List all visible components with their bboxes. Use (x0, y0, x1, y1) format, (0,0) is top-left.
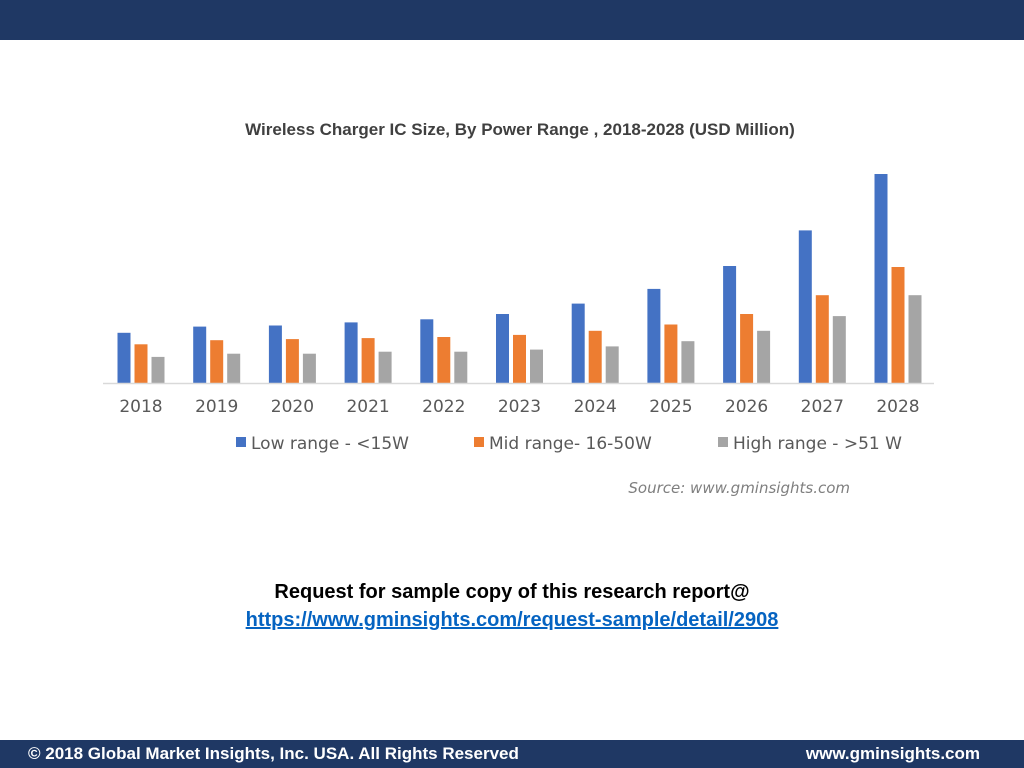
chart-area: Wireless Charger IC Size, By Power Range… (0, 100, 1024, 520)
request-sample-text: Request for sample copy of this research… (274, 581, 750, 603)
bar-2025-series-2 (681, 341, 695, 383)
bar-2021-series-0 (344, 322, 358, 383)
bar-2026-series-0 (723, 266, 737, 383)
legend-label-2: High range - >51 W (733, 434, 902, 454)
bar-2022-series-0 (420, 319, 434, 383)
x-tick-label-2021: 2021 (346, 397, 389, 417)
bar-2027-series-0 (798, 230, 812, 383)
bar-2022-series-2 (454, 351, 468, 383)
legend: Low range - <15W Mid range- 16-50W High ra… (236, 434, 902, 454)
legend-swatch-0 (236, 437, 246, 447)
x-tick-label-2018: 2018 (119, 397, 162, 417)
bar-2020-series-1 (285, 339, 299, 383)
legend-swatch-1 (474, 437, 484, 447)
x-tick-label-2023: 2023 (498, 397, 541, 417)
bars-layer (117, 174, 922, 384)
bar-2019-series-1 (210, 340, 224, 383)
bar-2021-series-2 (378, 351, 392, 383)
bar-2021-series-1 (361, 338, 375, 383)
chart-title: Wireless Charger IC Size, By Power Range… (245, 120, 795, 139)
source-label: Source: www.gminsights.com (628, 479, 850, 497)
bar-2028-series-2 (908, 295, 922, 383)
bar-2019-series-0 (193, 326, 207, 383)
bar-2018-series-2 (151, 356, 165, 383)
x-tick-label-2025: 2025 (649, 397, 692, 417)
bar-2024-series-1 (588, 330, 602, 384)
footer-copyright: © 2018 Global Market Insights, Inc. USA.… (28, 744, 519, 763)
x-tick-label-2026: 2026 (725, 397, 768, 417)
bar-2022-series-1 (437, 337, 451, 383)
bar-2020-series-2 (302, 353, 316, 383)
x-tick-labels: 2018 2019 2020 2021 2022 2023 2024 2025 2026 2027… (119, 397, 919, 417)
bar-2025-series-1 (664, 324, 678, 383)
bar-2028-series-0 (874, 174, 888, 383)
bar-2027-series-1 (815, 295, 829, 383)
header-bar (0, 0, 1024, 40)
x-tick-label-2019: 2019 (195, 397, 238, 417)
bar-2026-series-1 (740, 314, 754, 383)
bar-2024-series-0 (571, 303, 585, 383)
legend-swatch-2 (718, 437, 728, 447)
x-tick-label-2022: 2022 (422, 397, 465, 417)
bar-2028-series-1 (891, 267, 905, 383)
footer-website: www.gminsights.com (805, 744, 980, 763)
request-sample-link[interactable]: https://www.gminsights.com/request-sampl… (245, 609, 779, 631)
x-tick-label-2024: 2024 (574, 397, 617, 417)
x-tick-label-2028: 2028 (876, 397, 919, 417)
bar-chart: Wireless Charger IC Size, By Power Range… (103, 120, 934, 497)
legend-item-2: High range - >51 W (718, 434, 902, 454)
bar-2019-series-2 (227, 353, 241, 383)
x-tick-label-2027: 2027 (801, 397, 844, 417)
bar-2018-series-0 (117, 332, 131, 383)
bar-2023-series-2 (530, 349, 543, 383)
legend-label-1: Mid range- 16-50W (489, 434, 652, 454)
legend-item-0: Low range - <15W (236, 434, 409, 454)
bar-2026-series-2 (757, 330, 771, 384)
bar-2025-series-0 (647, 288, 661, 383)
bar-2027-series-2 (832, 316, 846, 383)
bar-2024-series-2 (605, 346, 619, 383)
bar-2018-series-1 (134, 344, 148, 383)
legend-label-0: Low range - <15W (251, 434, 409, 454)
legend-item-1: Mid range- 16-50W (474, 434, 652, 454)
bar-2020-series-0 (268, 325, 282, 383)
bar-2023-series-1 (513, 334, 526, 383)
bar-2023-series-0 (496, 314, 509, 383)
footer-bar: © 2018 Global Market Insights, Inc. USA.… (0, 740, 1024, 768)
request-sample-block: Request for sample copy of this research… (0, 578, 1024, 634)
x-tick-label-2020: 2020 (271, 397, 314, 417)
